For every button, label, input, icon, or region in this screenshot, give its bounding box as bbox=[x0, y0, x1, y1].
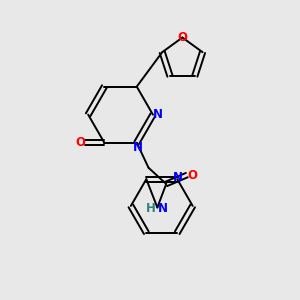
Text: O: O bbox=[187, 169, 197, 182]
Text: N: N bbox=[133, 141, 143, 154]
Text: N: N bbox=[173, 171, 183, 184]
Text: O: O bbox=[75, 136, 85, 149]
Text: N: N bbox=[158, 202, 168, 215]
Text: O: O bbox=[177, 31, 188, 44]
Text: N: N bbox=[153, 108, 163, 121]
Text: H: H bbox=[146, 202, 156, 215]
